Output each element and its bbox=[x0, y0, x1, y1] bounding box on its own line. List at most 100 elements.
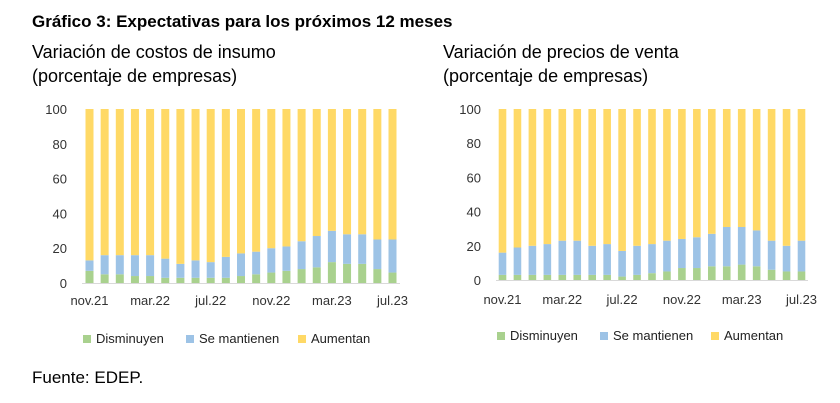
right-legend: Disminuyen Se mantienen Aumentan bbox=[497, 328, 783, 343]
left-bar-se-mantienen bbox=[297, 241, 306, 270]
right-bar-aumentan bbox=[752, 109, 761, 231]
left-bar-disminuyen bbox=[252, 274, 261, 283]
left-bar-se-mantienen bbox=[282, 246, 291, 271]
left-legend-label-se-mantienen: Se mantienen bbox=[199, 331, 279, 346]
left-y-tick-label: 20 bbox=[53, 241, 67, 256]
left-x-tick-label: mar.23 bbox=[312, 293, 352, 308]
right-bar-disminuyen bbox=[797, 271, 806, 280]
left-legend: Disminuyen Se mantienen Aumentan bbox=[83, 331, 370, 346]
right-bar-disminuyen bbox=[722, 266, 731, 280]
left-bar-aumentan bbox=[221, 109, 230, 257]
left-bar-aumentan bbox=[327, 109, 336, 231]
right-bar-disminuyen bbox=[737, 264, 746, 280]
left-y-tick-label: 100 bbox=[45, 102, 67, 117]
left-x-tick-label: jul.22 bbox=[194, 293, 226, 308]
right-legend-label-disminuyen: Disminuyen bbox=[510, 328, 578, 343]
left-x-tick-label: nov.22 bbox=[252, 293, 290, 308]
right-chart-title-line: Variación de precios de venta bbox=[443, 42, 679, 62]
left-bar-disminuyen bbox=[237, 276, 245, 283]
right-bar-se-mantienen bbox=[588, 245, 596, 275]
left-bar-disminuyen bbox=[115, 274, 124, 283]
right-bar-disminuyen bbox=[708, 266, 716, 280]
right-bar-se-mantienen bbox=[782, 245, 791, 272]
right-bar-aumentan bbox=[543, 109, 552, 245]
right-bar-aumentan bbox=[737, 109, 746, 227]
left-bar-aumentan bbox=[130, 109, 139, 256]
left-bar-aumentan bbox=[297, 109, 306, 242]
right-bar-disminuyen bbox=[558, 274, 567, 280]
left-bar-disminuyen bbox=[221, 277, 230, 283]
left-bar-aumentan bbox=[312, 109, 321, 237]
source-note: Fuente: EDEP. bbox=[32, 368, 144, 387]
left-legend-label-aumentan: Aumentan bbox=[311, 331, 370, 346]
right-bar-aumentan bbox=[573, 109, 582, 241]
left-bar-aumentan bbox=[146, 109, 155, 256]
left-bar-se-mantienen bbox=[176, 263, 185, 278]
left-bar-se-mantienen bbox=[206, 262, 215, 278]
left-y-tick-label: 40 bbox=[53, 206, 67, 221]
left-bar-disminuyen bbox=[146, 276, 155, 283]
right-bar-se-mantienen bbox=[737, 226, 746, 265]
right-bar-aumentan bbox=[648, 109, 656, 245]
right-bar-aumentan bbox=[663, 109, 671, 241]
right-y-tick-label: 20 bbox=[467, 239, 481, 254]
right-bar-se-mantienen bbox=[558, 240, 567, 275]
right-bar-disminuyen bbox=[498, 274, 507, 280]
left-y-tick-label: 0 bbox=[60, 276, 67, 291]
right-bar-aumentan bbox=[633, 109, 641, 246]
left-bar-disminuyen bbox=[373, 269, 382, 283]
right-bar-aumentan bbox=[528, 109, 537, 246]
left-bar-disminuyen bbox=[100, 274, 109, 283]
right-y-tick-label: 0 bbox=[474, 273, 481, 288]
right-bar-aumentan bbox=[767, 109, 776, 241]
right-legend-label-se-mantienen: Se mantienen bbox=[613, 328, 693, 343]
left-chart-title: Variación de costos de insumo (porcentaj… bbox=[32, 40, 276, 88]
right-bar-disminuyen bbox=[678, 268, 686, 280]
right-x-tick-label: mar.22 bbox=[542, 292, 582, 307]
left-bar-disminuyen bbox=[176, 277, 185, 283]
right-bar-se-mantienen bbox=[797, 240, 806, 272]
right-x-tick-label: jul.22 bbox=[606, 292, 638, 307]
left-bar-disminuyen bbox=[282, 270, 291, 283]
right-bar-disminuyen bbox=[603, 274, 611, 280]
right-bar-se-mantienen bbox=[543, 244, 552, 275]
right-bar-se-mantienen bbox=[693, 237, 701, 269]
left-bar-se-mantienen bbox=[327, 230, 336, 263]
right-bar-aumentan bbox=[678, 109, 686, 239]
left-bar-aumentan bbox=[343, 109, 352, 235]
left-bar-aumentan bbox=[267, 109, 276, 249]
right-bar-disminuyen bbox=[543, 274, 552, 280]
left-bar-disminuyen bbox=[358, 263, 367, 283]
left-bar-se-mantienen bbox=[130, 255, 139, 277]
right-bar-aumentan bbox=[722, 109, 731, 227]
left-bar-se-mantienen bbox=[388, 239, 397, 273]
right-bar-disminuyen bbox=[663, 271, 671, 280]
right-bar-se-mantienen bbox=[573, 240, 582, 275]
left-bar-se-mantienen bbox=[191, 260, 200, 278]
right-bar-disminuyen bbox=[693, 268, 701, 280]
right-bar-disminuyen bbox=[588, 274, 596, 280]
right-bar-aumentan bbox=[603, 109, 611, 245]
right-bar-aumentan bbox=[498, 109, 507, 253]
right-legend-swatch-se-mantienen bbox=[600, 332, 608, 340]
right-bar-aumentan bbox=[782, 109, 791, 246]
right-bar-disminuyen bbox=[767, 269, 776, 280]
right-bar-se-mantienen bbox=[752, 230, 761, 267]
right-bar-aumentan bbox=[588, 109, 596, 246]
left-x-tick-label: nov.21 bbox=[70, 293, 108, 308]
left-bar-disminuyen bbox=[297, 269, 306, 283]
right-bar-aumentan bbox=[513, 109, 522, 248]
right-legend-swatch-disminuyen bbox=[497, 332, 505, 340]
right-bar-disminuyen bbox=[648, 273, 656, 280]
right-bar-disminuyen bbox=[528, 274, 537, 280]
right-bar-aumentan bbox=[708, 109, 716, 234]
left-y-tick-label: 60 bbox=[53, 172, 67, 187]
right-legend-label-aumentan: Aumentan bbox=[724, 328, 783, 343]
left-bar-disminuyen bbox=[312, 267, 321, 283]
figure-title: Gráfico 3: Expectativas para los próximo… bbox=[32, 12, 453, 31]
right-bar-disminuyen bbox=[782, 271, 791, 280]
left-bar-aumentan bbox=[252, 109, 261, 252]
left-x-tick-label: jul.23 bbox=[376, 293, 408, 308]
left-bar-se-mantienen bbox=[252, 251, 261, 275]
